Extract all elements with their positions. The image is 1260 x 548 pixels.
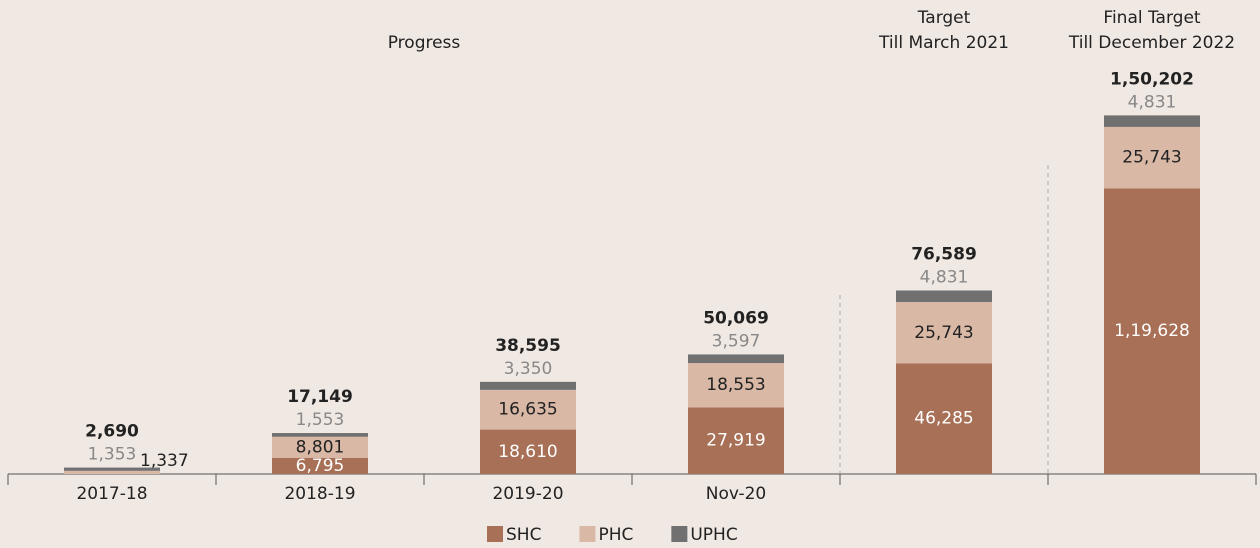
bar-segment: [896, 290, 992, 303]
legend-label: UPHC: [690, 525, 737, 545]
value-label: 18,610: [498, 442, 557, 462]
value-label: 8,801: [296, 437, 345, 457]
bar-segment: [688, 407, 784, 474]
bar-segment: [480, 429, 576, 474]
total-label: 1,50,202: [1110, 69, 1194, 89]
legend-swatch: [579, 526, 596, 542]
bar-segment: [64, 467, 160, 471]
group-label: Till March 2021: [878, 33, 1009, 53]
total-label: 76,589: [911, 244, 977, 264]
bar-segment: [1104, 115, 1200, 127]
bar-segment: [1104, 188, 1200, 474]
value-label: 1,553: [296, 410, 345, 430]
bar-segment: [688, 354, 784, 364]
total-label: 50,069: [703, 308, 769, 328]
total-label: 17,149: [287, 387, 353, 407]
value-label: 4,831: [920, 267, 969, 287]
total-label: 2,690: [85, 422, 139, 442]
bar-segment: [480, 389, 576, 430]
x-tick-label: 2017-18: [76, 484, 147, 504]
value-label: 16,635: [498, 400, 557, 420]
value-label: 25,743: [914, 323, 973, 343]
legend-swatch: [671, 526, 688, 542]
value-label: 1,337: [140, 451, 189, 471]
x-tick-label: 2018-19: [284, 484, 355, 504]
bar-segment: [688, 363, 784, 408]
legend-swatch: [487, 526, 503, 542]
value-label: 1,19,628: [1114, 321, 1190, 341]
legend-label: SHC: [506, 525, 541, 545]
group-label: Progress: [388, 33, 461, 53]
x-tick-label: Nov-20: [706, 484, 767, 504]
value-label: 46,285: [914, 409, 973, 429]
value-label: 1,353: [88, 445, 137, 465]
value-label: 18,553: [706, 375, 765, 395]
group-label: Final Target: [1103, 8, 1201, 28]
value-label: 6,795: [296, 456, 345, 476]
group-label: Till December 2022: [1068, 33, 1235, 53]
value-label: 3,350: [504, 359, 553, 379]
value-label: 25,743: [1122, 148, 1181, 168]
bar-segment: [64, 470, 160, 474]
x-tick-label: 2019-20: [492, 484, 563, 504]
bar-segment: [272, 436, 368, 458]
bar-segment: [1104, 126, 1200, 189]
value-label: 27,919: [706, 431, 765, 451]
value-label: 3,597: [712, 331, 761, 351]
bar-segment: [896, 363, 992, 474]
group-label: Target: [917, 8, 971, 28]
bar-segment: [272, 457, 368, 474]
bar-segment: [272, 433, 368, 437]
bar-segment: [480, 381, 576, 390]
value-label: 4,831: [1128, 92, 1177, 112]
legend-label: PHC: [598, 525, 633, 545]
bar-segment: [896, 302, 992, 364]
total-label: 38,595: [495, 336, 561, 356]
